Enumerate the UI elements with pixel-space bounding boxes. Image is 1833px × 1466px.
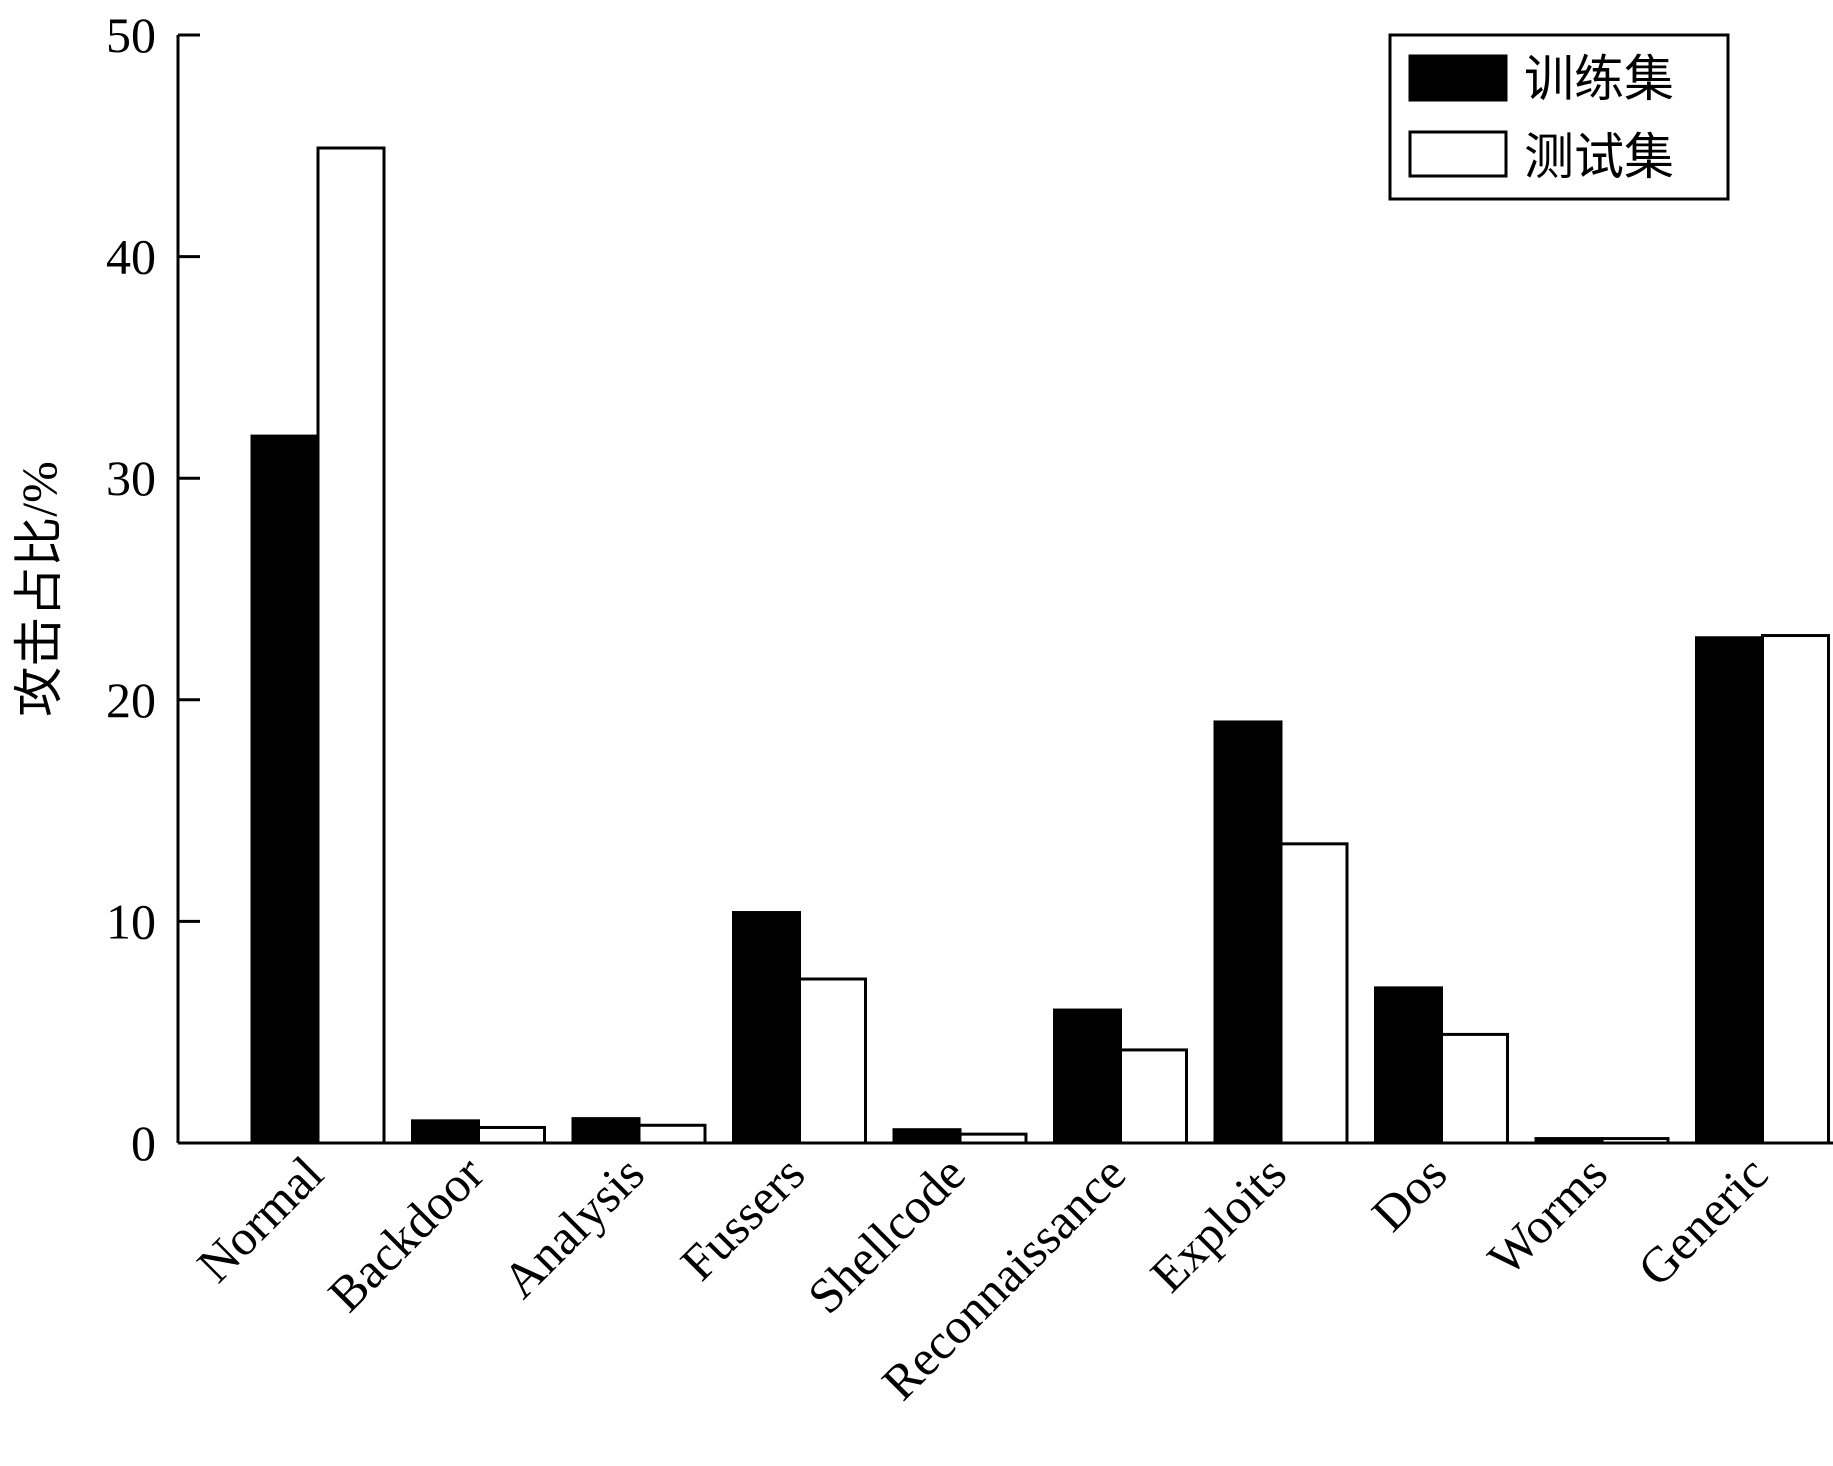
bar-train-dos — [1374, 986, 1443, 1145]
y-axis-title: 攻击占比/% — [11, 461, 67, 717]
bar-train-fussers — [732, 911, 801, 1145]
bar-train-reconnaissance — [1053, 1008, 1122, 1145]
bar-test-dos — [1440, 1032, 1509, 1145]
y-tick-label-30: 30 — [106, 450, 156, 506]
bar-test-reconnaissance — [1119, 1048, 1188, 1145]
bar-train-generic — [1695, 636, 1764, 1145]
y-tick-label-50: 50 — [106, 7, 156, 63]
bar-train-shellcode — [892, 1128, 962, 1145]
legend-swatch-train — [1408, 54, 1508, 102]
bar-train-analysis — [571, 1117, 641, 1145]
x-tick-label-generic: Generic — [1627, 1145, 1778, 1296]
bar-test-generic — [1761, 634, 1830, 1145]
x-tick-label-backdoor: Backdoor — [317, 1145, 494, 1322]
bars-layer — [250, 146, 1830, 1145]
legend-swatch-test — [1408, 130, 1508, 178]
legend: 训练集 测试集 — [1388, 33, 1730, 201]
y-tick-label-20: 20 — [106, 672, 156, 728]
bar-train-exploits — [1213, 720, 1283, 1145]
bar-test-exploits — [1279, 842, 1349, 1145]
bar-train-normal — [250, 434, 320, 1145]
x-tick-label-dos: Dos — [1361, 1145, 1458, 1242]
y-tick-label-0: 0 — [131, 1115, 156, 1171]
legend-label-train: 训练集 — [1524, 51, 1674, 107]
axes-layer — [176, 35, 1833, 1145]
bar-test-analysis — [637, 1123, 707, 1145]
bar-test-fussers — [798, 977, 867, 1145]
x-tick-label-fussers: Fussers — [670, 1145, 816, 1291]
x-tick-label-normal: Normal — [186, 1145, 334, 1293]
y-tick-label-40: 40 — [106, 229, 156, 285]
y-ticks: 0 10 20 30 40 50 — [106, 7, 200, 1171]
legend-label-test: 测试集 — [1524, 129, 1674, 185]
y-tick-label-10: 10 — [106, 893, 156, 949]
bar-train-backdoor — [411, 1119, 480, 1145]
x-tick-label-analysis: Analysis — [491, 1145, 654, 1308]
bar-test-normal — [316, 146, 386, 1145]
x-tick-label-exploits: Exploits — [1139, 1145, 1296, 1302]
bar-test-backdoor — [477, 1125, 546, 1145]
x-tick-label-worms: Worms — [1477, 1145, 1618, 1286]
